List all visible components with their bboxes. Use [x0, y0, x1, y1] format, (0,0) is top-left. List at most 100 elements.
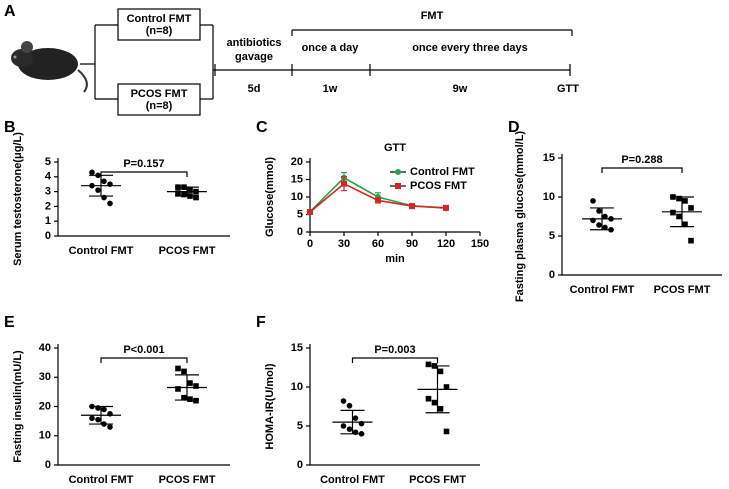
y-axis-label: HOMA-IR(U/mol): [264, 363, 276, 449]
y-tick-label: 15: [291, 173, 303, 185]
x-tick-label: PCOS FMT: [409, 474, 466, 486]
data-point: [181, 191, 187, 198]
sd-bar: [175, 186, 199, 197]
x-tick-label: 120: [437, 238, 455, 250]
panel-letter: D: [508, 119, 520, 136]
data-point: [443, 428, 450, 435]
y-tick-label: 30: [39, 371, 51, 383]
y-tick-label: 5: [45, 156, 51, 168]
sd-bar: [340, 409, 365, 435]
mouse-icon: [11, 41, 88, 93]
data-point: [340, 398, 347, 404]
p-value: P=0.288: [621, 154, 662, 166]
panel-letter: A: [4, 3, 16, 20]
axes: [309, 344, 480, 466]
data-point: [95, 187, 101, 193]
group-n: (n=8): [146, 100, 173, 112]
y-tick-label: 0: [297, 459, 303, 471]
y-tick-label: 5: [297, 208, 303, 220]
data-point: [425, 361, 432, 368]
data-point: [602, 224, 608, 231]
bracket: [80, 24, 214, 100]
data-point: [682, 221, 688, 228]
y-tick-label: 10: [291, 191, 303, 203]
y-axis-label: Serum testosterone(μg/L): [12, 132, 24, 266]
group-n: (n=8): [146, 25, 173, 37]
data-point: [596, 222, 602, 228]
sd-bar: [425, 365, 450, 414]
duration: 9w: [453, 83, 468, 95]
data-point: [431, 399, 438, 406]
y-tick-label: 3: [45, 186, 51, 198]
data-point: [181, 368, 187, 375]
data-point: [101, 178, 107, 185]
phase-label: once every three days: [412, 42, 528, 54]
data-point: [181, 394, 187, 401]
y-tick-label: 15: [291, 342, 303, 354]
group-box: [117, 83, 201, 116]
data-point: [670, 209, 676, 216]
data-point: [175, 190, 181, 196]
y-tick-label: 1: [45, 215, 51, 227]
data-point: [676, 195, 682, 202]
data-point: [346, 402, 353, 409]
data-point: [437, 368, 444, 375]
significance-bracket: [100, 171, 188, 177]
y-tick-label: 10: [543, 191, 555, 203]
data-point: [307, 209, 313, 216]
data-point: [187, 187, 193, 193]
x-tick-label: 30: [338, 238, 350, 250]
data-point: [193, 383, 199, 389]
data-point: [193, 194, 199, 201]
data-point: [101, 406, 107, 413]
x-tick-label: Control FMT: [69, 474, 134, 486]
y-tick-label: 15: [543, 152, 555, 164]
p-value: P=0.157: [123, 158, 164, 170]
sd-bar: [670, 196, 694, 228]
legend-label: PCOS FMT: [410, 180, 467, 192]
duration: 5d: [248, 83, 261, 95]
data-point: [89, 169, 95, 176]
data-point: [688, 205, 694, 211]
data-point: [443, 204, 449, 211]
x-tick-label: 0: [307, 238, 313, 250]
x-axis-label: min: [385, 253, 405, 265]
x-tick-label: PCOS FMT: [654, 284, 711, 296]
x-tick-label: Control FMT: [320, 474, 385, 486]
y-tick-label: 4: [45, 171, 52, 183]
y-tick-label: 20: [291, 156, 303, 168]
group-box: [117, 8, 201, 41]
data-point: [175, 365, 181, 372]
phase-label: gavage: [235, 51, 273, 63]
data-point: [688, 237, 694, 244]
data-point: [409, 203, 415, 210]
phase-label: antibiotics: [226, 37, 281, 49]
y-tick-label: 0: [45, 459, 51, 471]
panel-letter: F: [256, 314, 266, 331]
data-point: [346, 426, 353, 432]
data-point: [590, 198, 596, 204]
x-tick-label: 90: [406, 238, 418, 250]
y-tick-label: 2: [45, 200, 51, 212]
x-tick-label: PCOS FMT: [159, 245, 216, 257]
axes: [57, 344, 230, 466]
data-point: [375, 197, 381, 204]
data-point: [352, 415, 359, 422]
panel-letter: B: [4, 119, 16, 136]
y-tick-label: 40: [39, 342, 51, 354]
y-axis-label: Glucose(mmol): [264, 157, 276, 237]
chart-title: GTT: [384, 142, 406, 154]
phase-label: once a day: [302, 42, 360, 54]
data-point: [682, 198, 688, 204]
x-tick-label: 60: [372, 238, 384, 250]
x-tick-label: Control FMT: [570, 284, 635, 296]
y-tick-label: 10: [291, 381, 303, 393]
data-point: [89, 415, 95, 422]
legend-label: Control FMT: [410, 166, 475, 178]
y-tick-label: 5: [549, 230, 555, 242]
x-tick-label: PCOS FMT: [159, 474, 216, 486]
data-point: [107, 200, 113, 207]
group-label: Control FMT: [127, 13, 192, 25]
sd-bar: [175, 374, 199, 401]
data-point: [596, 208, 602, 214]
